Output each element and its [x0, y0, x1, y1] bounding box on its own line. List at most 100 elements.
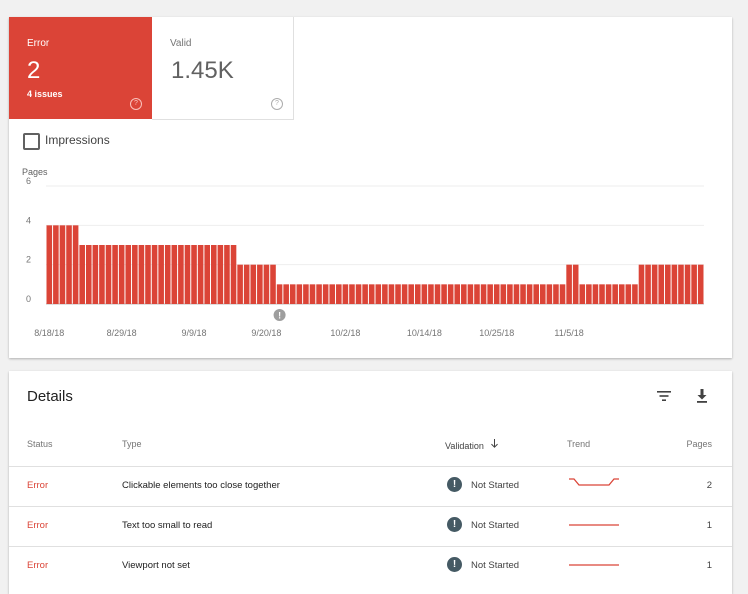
sort-arrow-down-icon — [490, 439, 499, 451]
chart-bar — [540, 284, 546, 304]
chart-x-tick-label: 9/20/18 — [251, 328, 281, 338]
chart-bar — [645, 264, 651, 304]
chart-bar — [79, 245, 85, 304]
chart-bar — [125, 245, 132, 304]
row-pages: 2 — [706, 480, 712, 491]
chart-bar — [171, 245, 178, 304]
chart-bar — [296, 284, 303, 304]
row-status: Error — [27, 520, 49, 531]
chart-bar — [395, 284, 401, 304]
chart-bar — [72, 225, 79, 304]
row-validation: Not Started — [471, 520, 520, 531]
help-icon[interactable]: ? — [130, 98, 142, 110]
row-trend-sparkline — [569, 478, 619, 486]
chart-bar — [586, 284, 592, 304]
chart-bar — [691, 264, 697, 304]
column-header-pages[interactable]: Pages — [686, 439, 712, 449]
chart-bar — [382, 284, 388, 304]
chart-x-tick-label: 10/25/18 — [479, 328, 514, 338]
chart-bar — [342, 284, 349, 304]
chart-bar — [487, 284, 493, 304]
details-card: Details Status Type Validation Trend Pag… — [9, 371, 732, 594]
chart-bar — [592, 284, 599, 304]
chart-bar — [665, 264, 671, 304]
column-header-status[interactable]: Status — [27, 439, 53, 449]
row-type: Text too small to read — [122, 520, 213, 531]
row-status: Error — [27, 560, 49, 571]
chart-bar — [434, 284, 441, 304]
chart-bar — [230, 245, 237, 304]
chart-bar — [276, 284, 283, 304]
chart-bar — [671, 264, 678, 304]
chart-bar — [388, 284, 395, 304]
chart-bar — [684, 264, 691, 304]
row-trend-sparkline — [569, 564, 619, 566]
not-started-icon: ! — [447, 517, 462, 532]
chart-bar — [303, 284, 309, 304]
chart-y-tick-label: 0 — [26, 294, 31, 304]
chart-bar — [375, 284, 382, 304]
chart-bar — [329, 284, 336, 304]
row-pages: 1 — [706, 520, 712, 531]
chart-bar — [224, 245, 230, 304]
chart-y-tick-label: 2 — [26, 255, 31, 265]
chart-bar — [612, 284, 618, 304]
error-tile-label: Error — [27, 38, 50, 49]
valid-summary-tile[interactable]: Valid 1.45K ? — [152, 17, 294, 120]
chart-x-tick-label: 8/18/18 — [34, 328, 64, 338]
row-status: Error — [27, 480, 49, 491]
row-trend-sparkline — [569, 524, 619, 526]
details-title: Details — [27, 388, 73, 405]
chart-bar — [421, 284, 428, 304]
chart-bar — [414, 284, 421, 304]
chart-bar — [599, 284, 605, 304]
table-row[interactable]: Error Text too small to read ! Not Start… — [9, 506, 732, 547]
column-header-trend[interactable]: Trend — [567, 439, 591, 449]
help-icon[interactable]: ? — [271, 98, 283, 110]
chart-bar — [138, 245, 145, 304]
impressions-checkbox[interactable] — [23, 133, 40, 150]
chart-y-tick-label: 4 — [26, 215, 31, 225]
chart-bar — [336, 284, 342, 304]
download-icon[interactable] — [692, 386, 712, 406]
chart-bar — [428, 284, 434, 304]
chart-bar — [526, 284, 533, 304]
chart-bar — [211, 245, 217, 304]
chart-bar — [243, 264, 250, 304]
chart-bar — [270, 264, 276, 304]
chart-bar — [191, 245, 197, 304]
chart-bar — [454, 284, 461, 304]
chart-bar — [105, 245, 112, 304]
chart-bar — [658, 264, 665, 304]
chart-bar — [309, 284, 316, 304]
error-summary-tile[interactable]: Error 2 4 issues ? — [9, 17, 152, 119]
chart-x-tick-label: 10/2/18 — [330, 328, 360, 338]
table-row[interactable]: Error Viewport not set ! Not Started 1 — [9, 546, 732, 587]
chart-bar — [461, 284, 467, 304]
column-header-type[interactable]: Type — [122, 439, 142, 449]
pages-bar-chart: Pages 0 2 4 6 8/18/18 8/29/18 9/9/18 9/20/18 10/2… — [22, 167, 704, 338]
chart-bar — [322, 284, 329, 304]
chart-bar — [217, 245, 224, 304]
chart-bar — [572, 264, 579, 304]
chart-bar — [99, 245, 105, 304]
chart-bar — [263, 264, 270, 304]
valid-tile-label: Valid — [170, 38, 192, 49]
chart-bar — [480, 284, 487, 304]
not-started-icon: ! — [447, 477, 462, 492]
row-pages: 1 — [706, 560, 712, 571]
row-validation: Not Started — [471, 480, 520, 491]
column-header-validation[interactable]: Validation — [445, 439, 499, 451]
chart-bar — [250, 264, 257, 304]
chart-bar — [362, 284, 368, 304]
table-row[interactable]: Error Clickable elements too close toget… — [9, 466, 732, 507]
not-started-icon: ! — [447, 557, 462, 572]
chart-bar — [237, 264, 243, 304]
chart-annotation-marker — [273, 309, 286, 321]
chart-bar — [638, 264, 645, 304]
row-type: Viewport not set — [122, 560, 190, 571]
chart-bar — [355, 284, 362, 304]
chart-annotation-glyph: ! — [278, 311, 281, 321]
chart-bar — [559, 284, 566, 304]
filter-icon[interactable] — [654, 386, 674, 406]
